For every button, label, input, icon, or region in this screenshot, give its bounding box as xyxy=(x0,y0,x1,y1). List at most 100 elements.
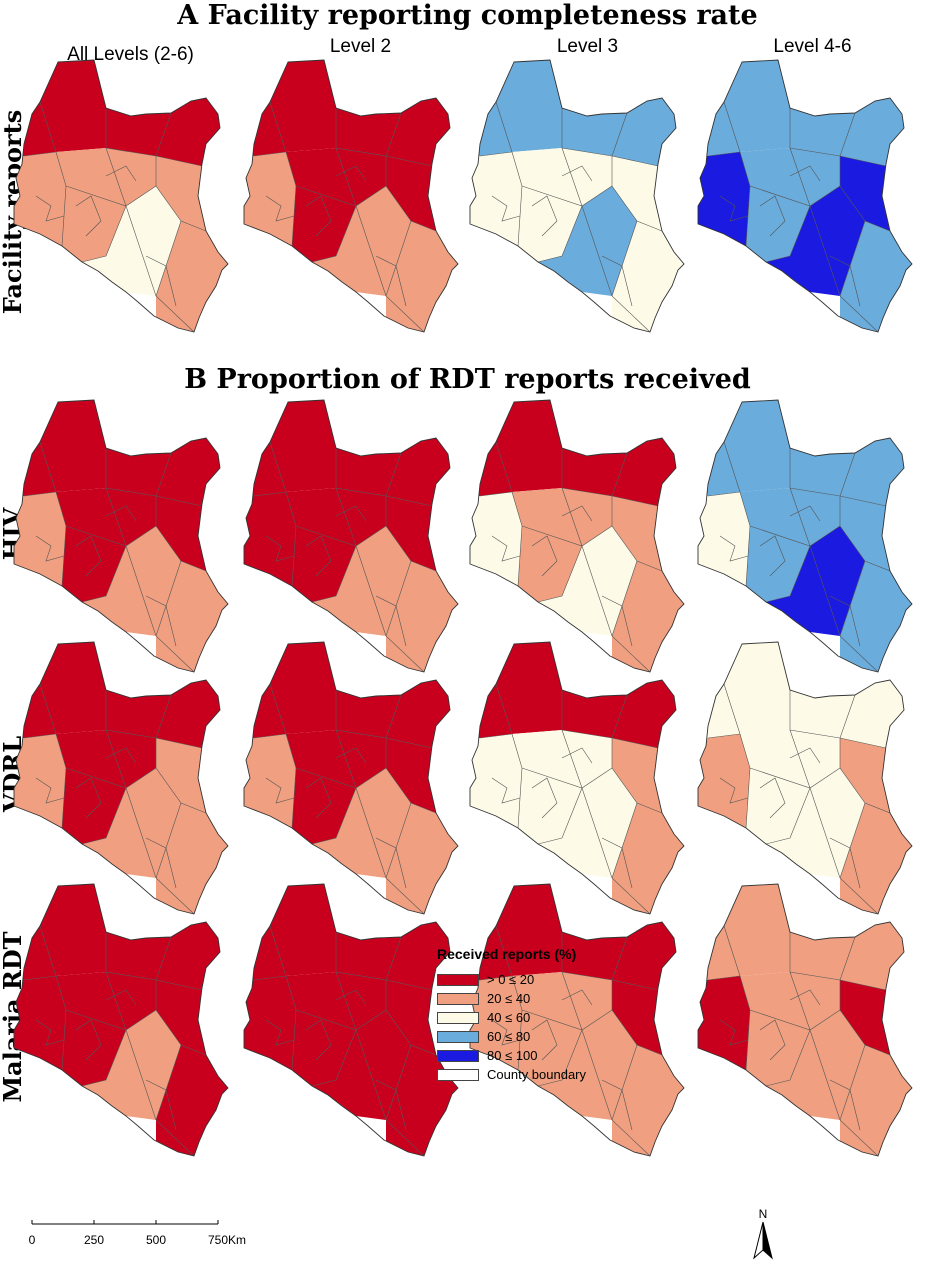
county-boundary-line xyxy=(561,448,659,507)
map-region-north xyxy=(244,642,458,748)
county-boundary-line xyxy=(719,195,749,222)
county-boundary-line xyxy=(789,989,821,1006)
map-region-center xyxy=(286,730,386,844)
map-legend: Received reports (%) > 0 ≤ 20 20 ≤ 40 40… xyxy=(437,946,637,1084)
county-boundary-line xyxy=(491,777,521,804)
county-boundary-line xyxy=(789,448,887,507)
county-boundary-line xyxy=(311,729,357,845)
legend-title: Received reports (%) xyxy=(437,946,577,962)
county-boundary-line xyxy=(719,777,749,804)
county-boundary-line xyxy=(537,971,583,1087)
county-boundary-line xyxy=(385,802,412,879)
map-region-north xyxy=(244,60,458,166)
map-vdrl-level-4-6 xyxy=(697,641,913,915)
county-boundary-line xyxy=(375,837,407,889)
county-boundary-line xyxy=(155,560,182,637)
county-boundary-line xyxy=(765,971,811,1087)
map-region-north xyxy=(470,60,684,166)
county-boundary-line xyxy=(253,151,287,157)
county-boundary-line xyxy=(759,195,786,237)
county-boundary-line xyxy=(789,165,821,182)
county-boundary-line xyxy=(265,1019,295,1046)
county-boundary-line xyxy=(707,491,741,497)
map-region-north xyxy=(698,400,912,506)
county-boundary-line xyxy=(839,802,866,879)
country-outline xyxy=(243,59,459,333)
county-boundary-line xyxy=(385,220,412,297)
county-boundary-line xyxy=(531,195,558,237)
county-boundary-line xyxy=(479,151,513,157)
legend-item-20-40: 20 ≤ 40 xyxy=(437,989,637,1008)
county-boundary-line xyxy=(765,729,811,845)
county-boundary-line xyxy=(105,448,203,507)
county-boundary-line xyxy=(311,147,357,263)
country-outline xyxy=(243,641,459,915)
legend-item-60-80: 60 ≤ 80 xyxy=(437,1027,637,1046)
county-boundary-line xyxy=(601,837,633,889)
legend-item-40-60: 40 ≤ 60 xyxy=(437,1008,637,1027)
county-boundary-line xyxy=(155,220,182,297)
county-boundary-line xyxy=(335,505,367,522)
county-boundary-line xyxy=(335,932,433,991)
county-boundary-line xyxy=(81,971,127,1087)
county-boundary-line xyxy=(375,1079,407,1131)
county-boundary-line xyxy=(839,560,866,637)
legend-item-80-100: 80 ≤ 100 xyxy=(437,1046,637,1065)
county-boundary-line xyxy=(789,108,887,167)
country-outline xyxy=(697,59,913,333)
country-outline xyxy=(13,641,229,915)
country-outline xyxy=(13,883,229,1157)
county-boundary-line xyxy=(601,1079,633,1131)
county-boundary-line xyxy=(537,487,583,603)
county-boundary-line xyxy=(335,989,367,1006)
county-boundary-line xyxy=(765,147,811,263)
map-region-center xyxy=(286,148,386,262)
map-region-center xyxy=(512,730,612,844)
county-boundary-line xyxy=(35,195,65,222)
county-boundary-line xyxy=(829,837,861,889)
map-region-north xyxy=(244,884,458,990)
county-boundary-line xyxy=(145,255,177,307)
county-boundary-line xyxy=(23,491,57,497)
legend-item-county-boundary: County boundary xyxy=(437,1065,637,1084)
county-boundary-line xyxy=(23,733,57,739)
county-boundary-line xyxy=(311,487,357,603)
county-boundary-line xyxy=(611,220,638,297)
county-boundary-line xyxy=(335,747,367,764)
map-malaria-rdt-all-levels xyxy=(13,883,229,1157)
county-boundary-line xyxy=(561,932,659,991)
county-boundary-line xyxy=(253,975,287,981)
county-boundary-line xyxy=(145,837,177,889)
legend-label: 60 ≤ 80 xyxy=(487,1029,531,1044)
map-malaria-rdt-level-4-6 xyxy=(697,883,913,1157)
north-label: N xyxy=(759,1207,768,1221)
county-boundary-line xyxy=(531,535,558,577)
county-boundary-line xyxy=(305,777,332,819)
country-outline xyxy=(469,59,685,333)
county-boundary-line xyxy=(155,1044,182,1121)
county-boundary-line xyxy=(611,560,638,637)
county-boundary-line xyxy=(765,487,811,603)
county-boundary-line xyxy=(155,802,182,879)
county-boundary-line xyxy=(829,255,861,307)
column-header-level-2: Level 2 xyxy=(329,36,392,57)
county-boundary-line xyxy=(611,1044,638,1121)
map-hiv-level-2 xyxy=(243,399,459,673)
county-boundary-line xyxy=(105,747,137,764)
county-boundary-line xyxy=(707,733,741,739)
county-boundary-line xyxy=(75,195,102,237)
county-boundary-line xyxy=(305,195,332,237)
county-boundary-line xyxy=(479,975,513,981)
map-malaria-rdt-level-2 xyxy=(243,883,459,1157)
map-region-north xyxy=(14,884,228,990)
legend-label: > 0 ≤ 20 xyxy=(487,972,535,987)
map-hiv-level-4-6 xyxy=(697,399,913,673)
county-boundary-line xyxy=(105,932,203,991)
county-boundary-line xyxy=(385,1044,412,1121)
county-boundary-line xyxy=(719,1019,749,1046)
country-outline xyxy=(697,883,913,1157)
map-region-north xyxy=(698,642,912,748)
north-arrow-icon: N xyxy=(753,1207,773,1260)
county-boundary-line xyxy=(839,1044,866,1121)
scale-tick-750: 750 xyxy=(208,1233,228,1247)
